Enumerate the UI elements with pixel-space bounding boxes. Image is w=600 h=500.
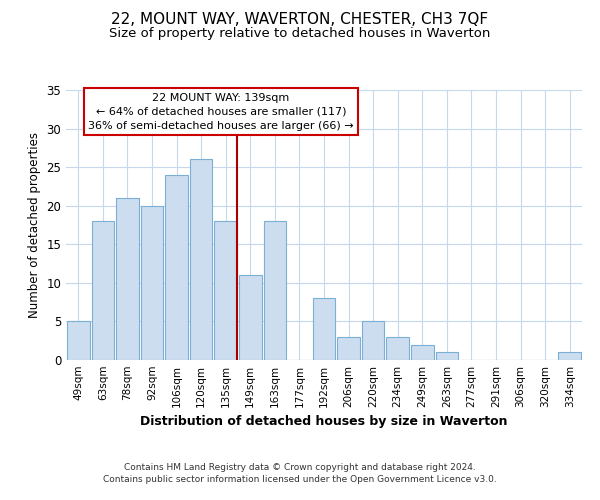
- Bar: [92, 221, 114, 360]
- Bar: [263, 221, 286, 360]
- Bar: [386, 337, 409, 360]
- Bar: [190, 160, 212, 360]
- Text: 22, MOUNT WAY, WAVERTON, CHESTER, CH3 7QF: 22, MOUNT WAY, WAVERTON, CHESTER, CH3 7Q…: [112, 12, 488, 28]
- X-axis label: Distribution of detached houses by size in Waverton: Distribution of detached houses by size …: [140, 416, 508, 428]
- Bar: [436, 352, 458, 360]
- Text: 22 MOUNT WAY: 139sqm
← 64% of detached houses are smaller (117)
36% of semi-deta: 22 MOUNT WAY: 139sqm ← 64% of detached h…: [88, 92, 353, 130]
- Y-axis label: Number of detached properties: Number of detached properties: [28, 132, 41, 318]
- Bar: [239, 275, 262, 360]
- Bar: [214, 221, 237, 360]
- Bar: [165, 175, 188, 360]
- Bar: [337, 337, 360, 360]
- Bar: [313, 298, 335, 360]
- Bar: [411, 344, 434, 360]
- Bar: [140, 206, 163, 360]
- Bar: [116, 198, 139, 360]
- Text: Contains public sector information licensed under the Open Government Licence v3: Contains public sector information licen…: [103, 475, 497, 484]
- Bar: [559, 352, 581, 360]
- Bar: [362, 322, 385, 360]
- Text: Size of property relative to detached houses in Waverton: Size of property relative to detached ho…: [109, 28, 491, 40]
- Bar: [67, 322, 89, 360]
- Text: Contains HM Land Registry data © Crown copyright and database right 2024.: Contains HM Land Registry data © Crown c…: [124, 464, 476, 472]
